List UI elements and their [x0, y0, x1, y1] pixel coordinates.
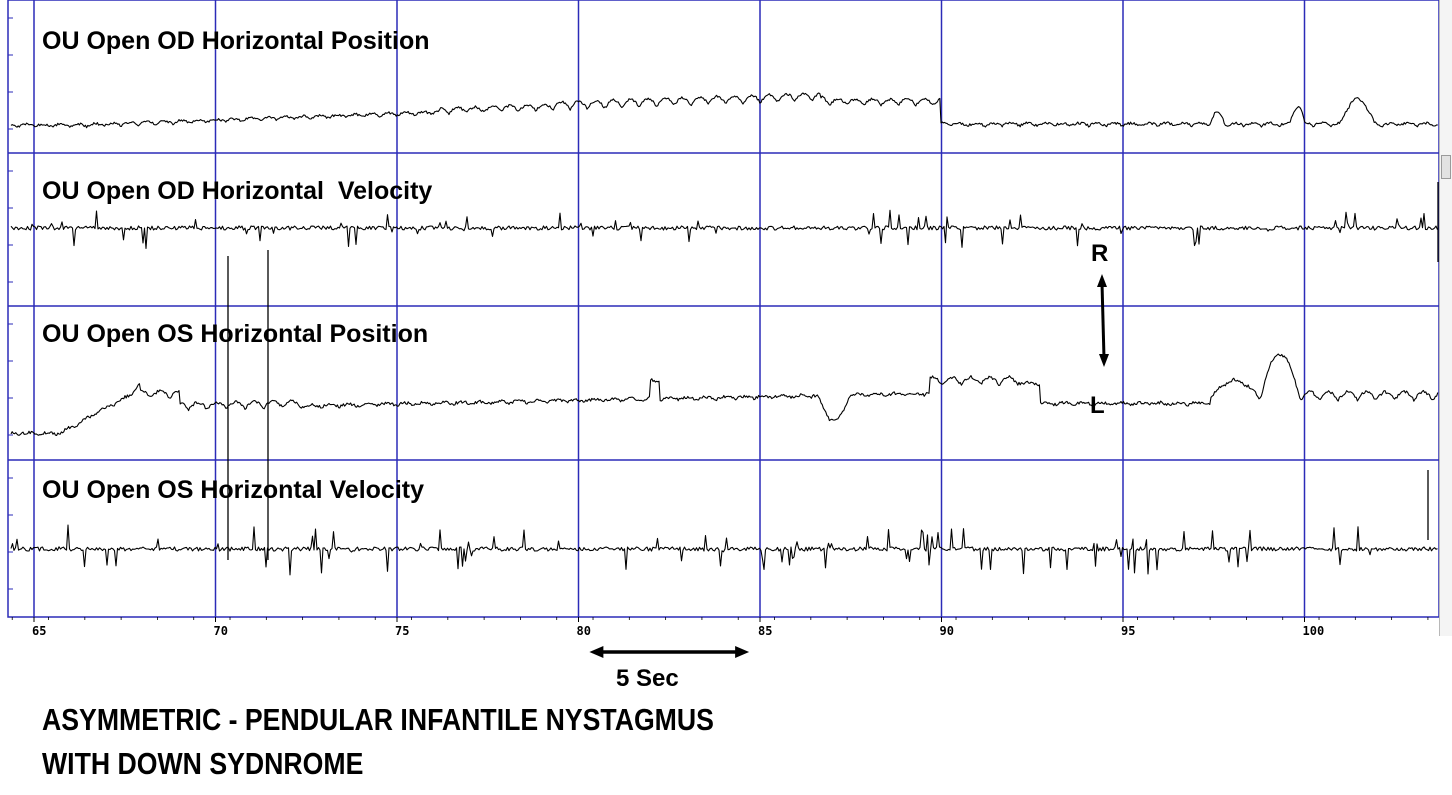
x-tick-label: 80	[577, 624, 591, 638]
trace-layer	[10, 92, 1439, 576]
panel-title-od-velocity: OU Open OD Horizontal Velocity	[42, 177, 432, 205]
label-layer: OU Open OD Horizontal Position OU Open O…	[42, 27, 1109, 690]
direction-label-right: R	[1091, 240, 1108, 267]
grid-layer: 65 70 75 80 85 90 95 100	[7, 0, 1440, 638]
direction-arrow	[1097, 274, 1109, 367]
x-tick-label: 70	[214, 624, 228, 638]
trace-os-position	[10, 353, 1439, 437]
plot-frame	[7, 0, 1440, 618]
x-tick-label: 100	[1303, 624, 1325, 638]
direction-label-left: L	[1090, 392, 1105, 419]
eye-movement-recording: 65 70 75 80 85 90 95 100 OU Open OD Horizontal …	[7, 0, 1440, 690]
panel-title-os-velocity: OU Open OS Horizontal Velocity	[42, 476, 424, 504]
panel-title-od-position: OU Open OD Horizontal Position	[42, 27, 430, 55]
trace-od-velocity	[10, 209, 1439, 250]
time-scale-label: 5 Sec	[616, 665, 679, 690]
caption-line-2: WITH DOWN SYDNROME	[42, 746, 364, 781]
trace-od-position	[10, 92, 1438, 129]
panel-title-os-position: OU Open OS Horizontal Position	[42, 320, 428, 348]
x-tick-label: 65	[32, 624, 46, 638]
scrollbar-thumb[interactable]	[1441, 155, 1451, 179]
x-tick-label: 85	[758, 624, 772, 638]
caption-line-1: ASYMMETRIC - PENDULAR INFANTILE NYSTAGMU…	[42, 702, 714, 737]
x-tick-label: 95	[1121, 624, 1135, 638]
x-tick-label: 90	[940, 624, 954, 638]
x-tick-label: 75	[395, 624, 409, 638]
time-scale-arrow	[589, 646, 750, 658]
trace-os-velocity	[10, 524, 1438, 576]
vertical-scrollbar[interactable]	[1439, 0, 1452, 636]
